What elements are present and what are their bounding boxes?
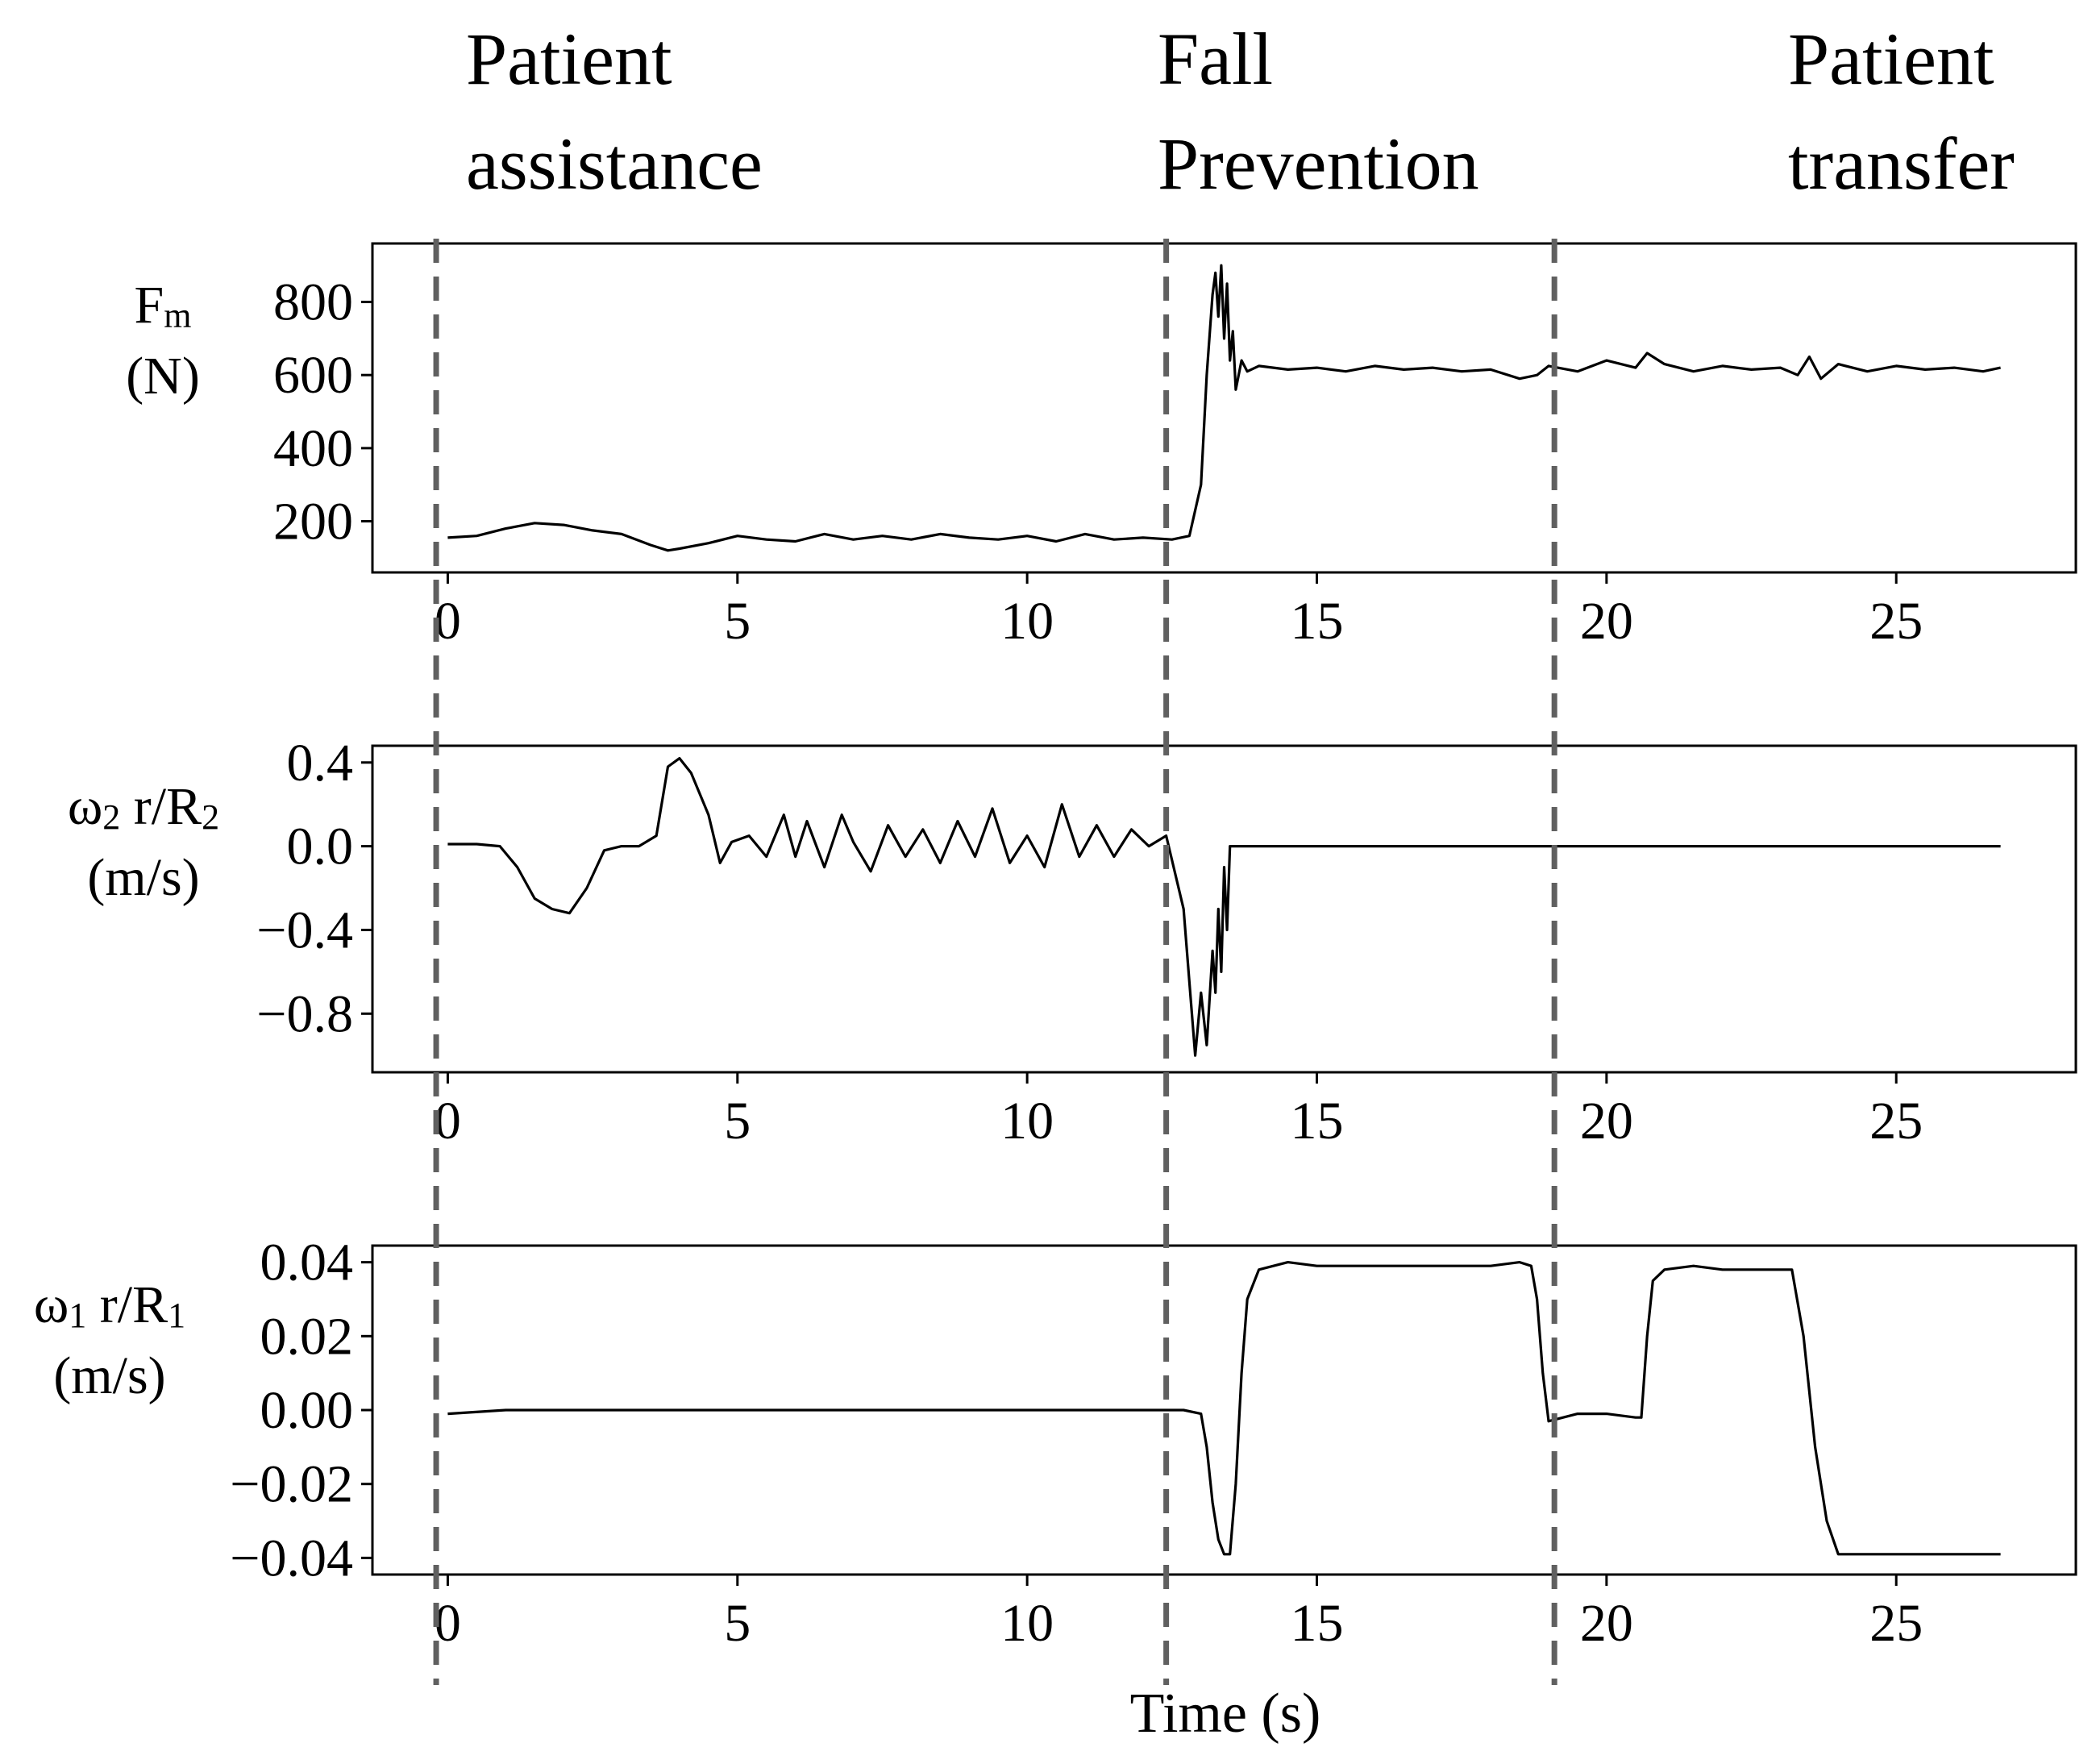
phase-1-title-line1: Patient <box>466 18 672 100</box>
omega1-panel: ω1 r/R1 (m/s) Time (s) 0.04 0.02 0.00 −0.02… <box>34 1234 2077 1745</box>
omega2-ytick-label: −0.8 <box>256 984 353 1043</box>
phase-1-title-line2: assistance <box>466 123 763 205</box>
force-ytick-label: 600 <box>273 346 353 405</box>
omega2-ylabel-line1: ω2 r/R2 <box>68 777 219 837</box>
phase-labels: Patient assistance Fall Prevention Patie… <box>466 18 2015 205</box>
omega1-ylabel-line1: ω1 r/R1 <box>34 1275 185 1335</box>
omega1-ytick-label: −0.04 <box>230 1529 353 1587</box>
x-axis-label: Time (s) <box>1130 1683 1321 1745</box>
force-ytick-label: 400 <box>273 419 353 478</box>
omega2-ytick-label: −0.4 <box>256 901 353 959</box>
force-ytick-label: 800 <box>273 273 353 332</box>
force-xtick-label: 5 <box>724 592 751 651</box>
force-series-line <box>447 264 2001 552</box>
omega2-xtick-label: 10 <box>1000 1092 1054 1150</box>
omega2-series-line <box>447 757 2001 1057</box>
omega2-ytick-label: 0.0 <box>287 818 354 876</box>
omega1-xtick-label: 20 <box>1580 1594 1633 1653</box>
omega2-xtick-label: 20 <box>1580 1092 1633 1150</box>
omega1-xtick-label: 25 <box>1869 1594 1923 1653</box>
omega1-ylabel-line2: (m/s) <box>53 1346 165 1405</box>
omega1-ticks: 0.040.020.00−0.02−0.040 5 10 15 20 25 <box>230 1234 1923 1653</box>
omega2-ytick-label: 0.4 <box>287 734 354 793</box>
omega1-ytick-label: 0.00 <box>260 1381 354 1440</box>
force-ytick-label: 200 <box>273 493 353 551</box>
phase-boundary-lines <box>433 239 1557 1685</box>
omega1-ytick-label: −0.02 <box>230 1455 353 1514</box>
omega2-ylabel-line2: (m/s) <box>87 848 199 907</box>
force-ylabel-line1: Fm <box>135 276 192 335</box>
omega1-xtick-label: 15 <box>1290 1594 1343 1653</box>
phase-3-title-line2: transfer <box>1788 123 2015 205</box>
omega2-xtick-label: 15 <box>1290 1092 1343 1150</box>
force-xtick-label: 20 <box>1580 592 1633 651</box>
omega1-xtick-label: 5 <box>724 1594 751 1653</box>
phase-3-title-line1: Patient <box>1788 18 1994 100</box>
omega2-xtick-label: 5 <box>724 1092 751 1150</box>
force-xtick-label: 25 <box>1869 592 1923 651</box>
force-plot-frame <box>371 242 2077 574</box>
omega1-xtick-label: 10 <box>1000 1594 1054 1653</box>
force-xtick-label: 10 <box>1000 592 1054 651</box>
omega2-ticks: 0.40.0−0.4−0.80 5 10 15 20 25 <box>256 734 1923 1150</box>
phase-2-title-line1: Fall <box>1158 18 1273 100</box>
force-xtick-label: 15 <box>1290 592 1343 651</box>
omega2-panel: ω2 r/R2 (m/s) 0.40.0−0.4−0.80 5 10 15 20 25 <box>68 734 2077 1150</box>
phase-2-title-line2: Prevention <box>1158 123 1479 205</box>
force-ylabel-line2: (N) <box>126 347 200 406</box>
omega2-xtick-label: 25 <box>1869 1092 1923 1150</box>
omega2-plot-frame <box>371 744 2077 1074</box>
omega1-ytick-label: 0.04 <box>260 1234 354 1292</box>
omega1-ytick-label: 0.02 <box>260 1307 354 1366</box>
omega1-series-line <box>447 1261 2001 1556</box>
